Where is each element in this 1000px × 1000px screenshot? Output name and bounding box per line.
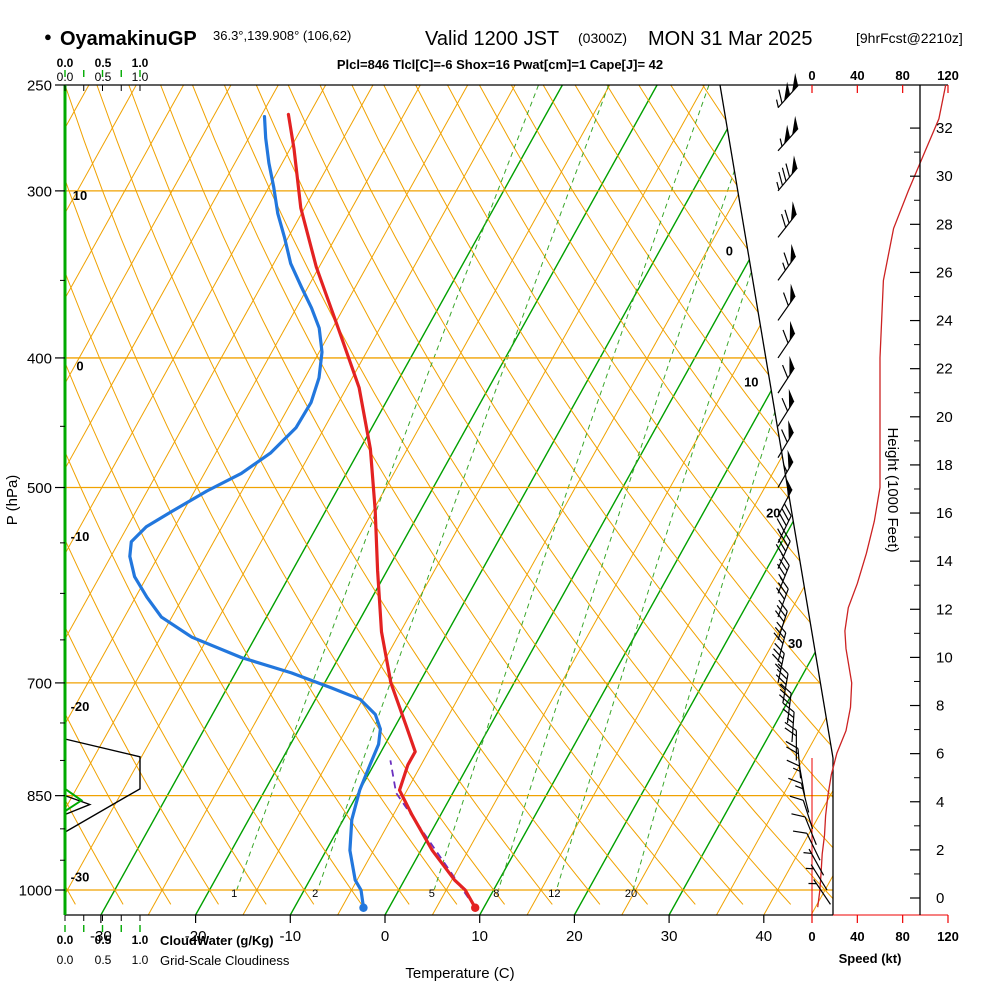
svg-text:-30: -30 <box>71 869 90 884</box>
svg-text:1.0: 1.0 <box>132 56 149 70</box>
temperature-axis-label: Temperature (C) <box>405 965 514 982</box>
svg-text:30: 30 <box>936 168 953 185</box>
station-name: OyamakinuGP <box>60 28 197 50</box>
height-axis-label: Height (1000 Feet) <box>884 427 901 552</box>
svg-text:40: 40 <box>850 929 864 944</box>
svg-text:30: 30 <box>788 636 802 651</box>
svg-text:10: 10 <box>936 649 953 666</box>
svg-text:40: 40 <box>850 68 864 83</box>
stability-parameters: Plcl=846 Tlcl[C]=-6 Shox=16 Pwat[cm]=1 C… <box>337 57 663 72</box>
skewt-background-grid <box>65 85 833 915</box>
svg-text:2: 2 <box>936 842 944 859</box>
svg-text:8: 8 <box>493 888 499 900</box>
svg-text:14: 14 <box>936 553 953 570</box>
svg-text:10: 10 <box>73 188 87 203</box>
svg-text:18: 18 <box>936 457 953 474</box>
svg-text:0: 0 <box>726 244 733 259</box>
svg-text:20: 20 <box>625 888 637 900</box>
svg-text:12: 12 <box>936 601 953 618</box>
valid-time: Valid 1200 JST <box>425 28 559 50</box>
svg-text:30: 30 <box>661 928 678 945</box>
svg-text:120: 120 <box>937 68 959 83</box>
svg-text:-20: -20 <box>71 699 90 714</box>
cloudiness-axis-label: Grid-Scale Cloudiness <box>160 953 290 968</box>
svg-text:0: 0 <box>808 68 815 83</box>
svg-text:32: 32 <box>936 120 953 137</box>
forecast-tag: [9hrFcst@2210z] <box>856 30 963 46</box>
axis-name-labels: P (hPa) Temperature (C) Height (1000 Fee… <box>4 427 901 982</box>
svg-text:22: 22 <box>936 361 953 378</box>
svg-text:0.0: 0.0 <box>57 953 74 967</box>
svg-text:0: 0 <box>76 358 83 373</box>
svg-text:300: 300 <box>27 183 52 200</box>
svg-text:2: 2 <box>312 888 318 900</box>
svg-text:0.5: 0.5 <box>95 56 112 70</box>
svg-text:0: 0 <box>381 928 389 945</box>
cloud-profile-shapes <box>64 738 141 833</box>
svg-text:0.0: 0.0 <box>57 56 74 70</box>
station-coords: 36.3°,139.908° (106,62) <box>213 28 351 43</box>
svg-text:850: 850 <box>27 788 52 805</box>
svg-text:700: 700 <box>27 675 52 692</box>
pressure-axis-label: P (hPa) <box>4 475 21 526</box>
valid-date: MON 31 Mar 2025 <box>648 28 813 50</box>
svg-text:24: 24 <box>936 313 953 330</box>
speed-axis-label: Speed (kt) <box>839 951 902 966</box>
svg-text:10: 10 <box>744 374 758 389</box>
svg-text:8: 8 <box>936 698 944 715</box>
svg-text:500: 500 <box>27 480 52 497</box>
svg-text:400: 400 <box>27 350 52 367</box>
svg-text:0: 0 <box>936 890 944 907</box>
sounding-curves <box>128 112 480 912</box>
svg-text:4: 4 <box>936 794 944 811</box>
svg-text:20: 20 <box>766 505 780 520</box>
svg-text:12: 12 <box>548 888 560 900</box>
svg-text:1: 1 <box>231 888 237 900</box>
svg-text:1.0: 1.0 <box>132 953 149 967</box>
svg-text:80: 80 <box>895 929 909 944</box>
svg-text:-10: -10 <box>279 928 301 945</box>
cloudwater-axis-label: CloudWater (g/Kg) <box>160 933 274 948</box>
svg-text:1.0: 1.0 <box>132 933 149 947</box>
svg-text:0.0: 0.0 <box>57 933 74 947</box>
svg-text:40: 40 <box>755 928 772 945</box>
svg-text:26: 26 <box>936 264 953 281</box>
title-bar: ● OyamakinuGP 36.3°,139.908° (106,62) Va… <box>44 28 963 72</box>
svg-text:80: 80 <box>895 68 909 83</box>
svg-text:-30: -30 <box>90 928 112 945</box>
svg-text:28: 28 <box>936 216 953 233</box>
svg-text:6: 6 <box>936 746 944 763</box>
svg-text:20: 20 <box>936 409 953 426</box>
valid-utc: (0300Z) <box>578 30 627 46</box>
station-dot: ● <box>44 29 52 44</box>
svg-text:-20: -20 <box>185 928 207 945</box>
plot-frame <box>63 84 948 916</box>
svg-text:0.5: 0.5 <box>95 933 112 947</box>
svg-text:10: 10 <box>471 928 488 945</box>
svg-text:20: 20 <box>566 928 583 945</box>
svg-text:0.5: 0.5 <box>95 953 112 967</box>
svg-text:-10: -10 <box>71 529 90 544</box>
svg-text:0: 0 <box>808 929 815 944</box>
svg-text:250: 250 <box>27 78 52 95</box>
svg-text:16: 16 <box>936 505 953 522</box>
svg-text:120: 120 <box>937 929 959 944</box>
svg-text:1000: 1000 <box>19 883 52 900</box>
svg-text:5: 5 <box>429 888 435 900</box>
